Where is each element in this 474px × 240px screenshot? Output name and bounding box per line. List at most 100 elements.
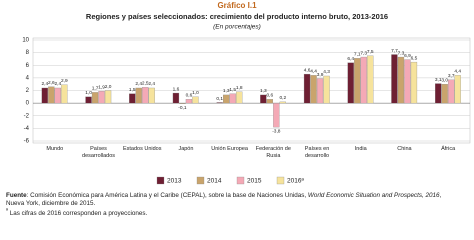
y-tick-label: 4: [26, 75, 30, 81]
bar: [404, 59, 411, 104]
bar: [447, 79, 455, 104]
bar: [104, 90, 112, 104]
y-tick-label: 0: [26, 101, 30, 107]
value-label: 3,7: [448, 73, 455, 79]
value-label: 3,0: [441, 77, 448, 83]
x-tick-label: Mundo: [46, 146, 64, 152]
bar: [260, 94, 267, 104]
value-label: 2,6: [48, 80, 55, 86]
y-tick-label: 10: [22, 38, 29, 44]
x-tick-label: Países en desarrollo: [304, 146, 330, 159]
bar: [323, 75, 330, 104]
bar: [266, 99, 274, 104]
value-label: 7,3: [398, 50, 405, 56]
bar: [41, 87, 48, 104]
value-label: 0,2: [280, 95, 287, 101]
value-label: 1,6: [173, 86, 180, 92]
y-tick-label: -4: [24, 126, 30, 132]
value-label: 0,1: [216, 96, 223, 102]
bar: [235, 91, 243, 104]
legend-label: 2015: [247, 178, 262, 185]
value-label: 2,4: [135, 81, 142, 87]
x-tick-label: India: [354, 146, 367, 152]
bar: [185, 99, 193, 104]
source-text: Comisión Económica para América Latina y…: [30, 192, 308, 199]
value-label: 3,9: [317, 72, 324, 78]
value-label: -0,1: [178, 105, 187, 111]
bar: [229, 93, 236, 104]
note-text: Las cifras de 2016 corresponden a proyec…: [9, 210, 148, 218]
bar: [172, 92, 180, 104]
source-title: World Economic Situation and Prospects, …: [307, 192, 440, 199]
x-tick-label: África: [441, 146, 456, 152]
value-label: 2,5: [142, 81, 149, 87]
value-label: 4,4: [310, 69, 317, 75]
page: Gráfico I.1 Regiones y países selecciona…: [6, 1, 471, 218]
bar: [129, 93, 136, 104]
chart: Gráfico I.1 Regiones y países selecciona…: [22, 1, 471, 185]
legend-swatch: [236, 176, 245, 185]
value-label: 4,3: [323, 69, 330, 75]
bar: [397, 56, 405, 104]
bar: [391, 54, 398, 104]
x-tick-label: China: [397, 146, 412, 152]
value-label: 1,9: [98, 84, 105, 90]
source: Fuente: Comisión Económica para América …: [6, 192, 442, 207]
bar: [135, 87, 142, 104]
bar: [222, 94, 230, 104]
value-label: 1,5: [129, 87, 136, 93]
y-tick-label: -6: [24, 139, 30, 145]
legend-swatch: [196, 176, 205, 185]
value-label: 4,6: [304, 67, 311, 73]
bar: [347, 62, 354, 104]
legend-label: 2014: [207, 178, 222, 185]
value-label: 6,4: [347, 56, 354, 62]
bar: [148, 87, 155, 104]
value-label: 6,9: [404, 53, 411, 59]
chart-subtitle: (En porcentajes): [213, 24, 261, 31]
value-label: 0,6: [267, 93, 274, 99]
value-label: 1,8: [236, 85, 243, 91]
x-tick-label: Unión Europea: [211, 146, 248, 152]
x-tick-label: Estados Unidos: [122, 146, 162, 152]
x-tick-label: Países desarrollados: [82, 146, 116, 159]
value-label: 1,0: [85, 90, 92, 96]
bar: [48, 86, 55, 104]
bar: [454, 75, 461, 104]
bar: [367, 55, 374, 104]
legend-label: 2013: [167, 178, 182, 185]
value-label: 1,0: [192, 90, 199, 96]
bar: [192, 96, 199, 104]
value-label: 4,4: [454, 69, 461, 75]
y-tick-label: 2: [26, 88, 30, 94]
bar: [410, 61, 418, 104]
bar: [142, 87, 149, 104]
legend-label: 2016ª: [287, 178, 304, 185]
chart-label: Gráfico I.1: [217, 1, 257, 10]
source-label: Fuente: [6, 192, 27, 199]
value-label: 2,4: [42, 81, 49, 87]
value-label: 1,5: [229, 87, 236, 93]
value-label: 2,9: [61, 78, 68, 84]
bar: [279, 101, 287, 104]
value-label: 7,3: [360, 50, 367, 56]
bar: [354, 58, 361, 104]
bar: [303, 73, 311, 104]
bar: [179, 102, 186, 104]
legend-swatch: [276, 176, 285, 185]
bar: [360, 56, 367, 104]
bar: [310, 75, 317, 104]
x-tick-label: Japón: [178, 146, 194, 152]
note: ª Las cifras de 2016 corresponden a proy…: [6, 208, 456, 218]
y-tick-label: 6: [26, 63, 30, 69]
value-label: 6,5: [411, 55, 418, 61]
bar: [98, 90, 105, 104]
value-label: 1,3: [260, 88, 267, 94]
bar: [216, 102, 223, 104]
value-label: 2,4: [55, 81, 62, 87]
bar: [273, 102, 280, 128]
value-label: 2,4: [148, 81, 155, 87]
bar: [316, 78, 324, 104]
value-label: 0,6: [186, 93, 193, 99]
bar: [441, 84, 448, 104]
